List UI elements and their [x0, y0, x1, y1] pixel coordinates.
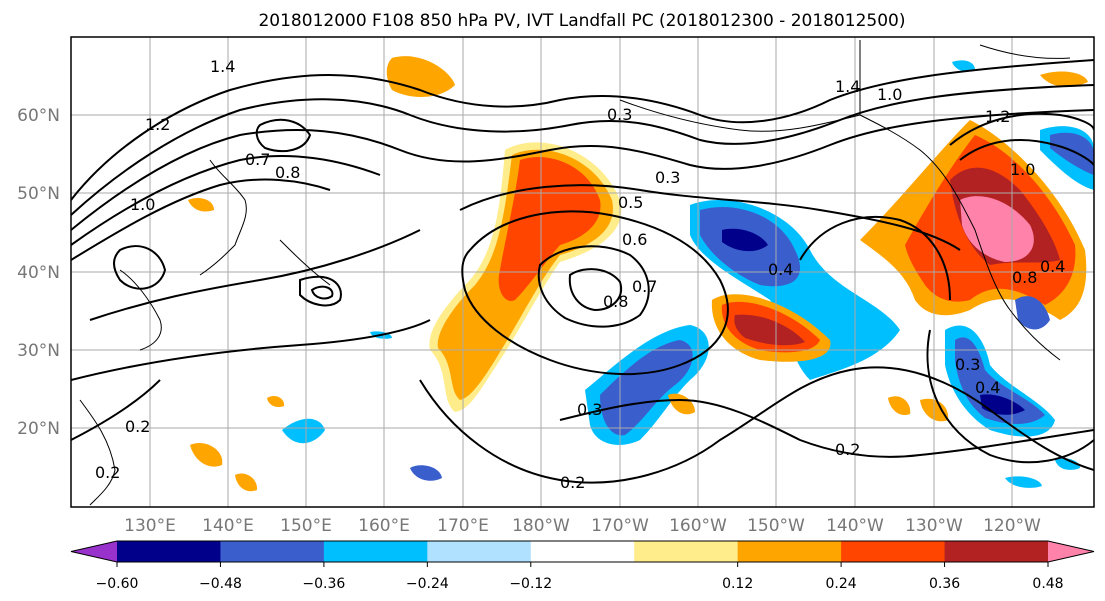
colorbar-segment [117, 541, 221, 562]
contour-label: 0.7 [632, 277, 657, 296]
lon-tick-label: 120°W [983, 516, 1041, 536]
lon-tick-label: 170°W [591, 516, 649, 536]
contour-label: 0.3 [655, 168, 680, 187]
contour-labels: 1.4 1.2 1.0 0.8 0.7 0.3 0.5 0.6 0.8 0.7 … [95, 57, 1065, 492]
lat-tick-label: 50°N [17, 184, 60, 204]
colorbar-segment [944, 541, 1049, 562]
positive-anomaly-north [386, 56, 455, 97]
lon-tick-label: 160°E [358, 516, 410, 536]
contour-label: 0.4 [975, 378, 1000, 397]
contour-label: 1.2 [985, 107, 1010, 126]
contour-label: 0.2 [125, 417, 150, 436]
positive-anomaly-patch-west3 [267, 395, 285, 408]
contour-label: 0.3 [955, 355, 980, 374]
contour-label: 0.6 [622, 230, 647, 249]
positive-anomaly-patch-nw [188, 198, 214, 212]
colorbar-tick-label: 0.24 [826, 576, 857, 592]
lon-tick-label: 180°W [512, 516, 570, 536]
positive-anomaly-patch-west [190, 442, 223, 467]
contour-label: 1.0 [1010, 160, 1035, 179]
lon-tick-label: 150°W [747, 516, 805, 536]
colorbar-extension-min [71, 541, 117, 562]
contour-label: 0.8 [275, 163, 300, 182]
lon-tick-label: 160°W [669, 516, 727, 536]
contour-label: 0.4 [1040, 257, 1065, 276]
lat-tick-label: 60°N [17, 106, 60, 126]
lon-tick-label: 170°E [437, 516, 489, 536]
colorbar-segment [841, 541, 946, 562]
colorbar-segment [530, 541, 635, 562]
negative-anomaly-patch-south [410, 465, 442, 481]
negative-anomaly-southeast-core [980, 394, 1025, 415]
negative-anomaly-coast-blue [1015, 296, 1050, 330]
contour-label: 0.7 [245, 150, 270, 169]
lat-tick-labels: 60°N 50°N 40°N 30°N 20°N [17, 106, 60, 439]
negative-anomaly-subtropical-dark [600, 340, 693, 436]
colorbar-segment [220, 541, 325, 562]
contour-label: 0.3 [577, 400, 602, 419]
colorbar-tick-label: 0.36 [929, 576, 960, 592]
contour-label: 0.2 [560, 473, 585, 492]
colorbar-segment [427, 541, 532, 562]
negative-anomaly-northeast-dark [1050, 132, 1094, 175]
lon-tick-label: 140°E [202, 516, 254, 536]
contour-label: 1.4 [210, 57, 235, 76]
contour-label: 1.0 [130, 195, 155, 214]
positive-anomaly-patch-west2 [235, 473, 258, 492]
colorbar-tick-label: −0.60 [96, 576, 139, 592]
coastlines [79, 40, 1071, 506]
lat-tick-label: 40°N [17, 263, 60, 283]
colorbar-tick-label: −0.36 [302, 576, 345, 592]
negative-anomaly-patch-west [282, 418, 325, 444]
negative-anomaly-central-core [722, 228, 768, 252]
contour-label: 1.4 [835, 77, 860, 96]
map-frame [70, 36, 1095, 508]
lon-tick-label: 150°E [280, 516, 332, 536]
colorbar [70, 540, 1095, 563]
positive-anomaly-patch-ne [1040, 71, 1088, 87]
colorbar-segment [323, 541, 428, 562]
positive-anomaly-coast-pink [960, 196, 1034, 262]
lon-tick-label: 130°W [905, 516, 963, 536]
lon-tick-label: 130°E [124, 516, 176, 536]
lon-tick-label: 140°W [826, 516, 884, 536]
negative-anomaly-patch-ne [952, 60, 975, 72]
anomaly-fill-layer [188, 56, 1094, 492]
colorbar-tick-label: −0.48 [199, 576, 242, 592]
negative-anomaly-patch-e2 [1005, 476, 1042, 488]
lat-tick-label: 30°N [17, 341, 60, 361]
contour-label: 0.2 [835, 440, 860, 459]
contour-label: 0.8 [603, 292, 628, 311]
colorbar-tick-label: −0.24 [406, 576, 449, 592]
lat-tick-label: 20°N [17, 419, 60, 439]
map-area: 1.4 1.2 1.0 0.8 0.7 0.3 0.5 0.6 0.8 0.7 … [71, 37, 1094, 507]
positive-anomaly-patch-south [668, 393, 695, 415]
pv-contours [71, 59, 1094, 484]
contour-label: 1.2 [145, 115, 170, 134]
contour-label: 0.2 [95, 463, 120, 482]
colorbar-tick-label: 0.12 [722, 576, 753, 592]
colorbar-segment [634, 541, 739, 562]
lon-tick-labels: 130°E 140°E 150°E 160°E 170°E 180°W 170°… [124, 516, 1041, 536]
colorbar-segment [737, 541, 842, 562]
gridlines [71, 37, 1094, 507]
contour-label: 0.5 [618, 193, 643, 212]
colorbar-extension-max [1048, 541, 1094, 562]
positive-anomaly-central-dark [734, 314, 805, 346]
colorbar-tick-labels: −0.60 −0.48 −0.36 −0.24 −0.12 0.12 0.24 0.36 0.4… [96, 562, 1064, 592]
negative-anomaly-patch-e [1055, 458, 1080, 470]
colorbar-tick-label: −0.12 [509, 576, 552, 592]
positive-anomaly-patch-se [888, 396, 911, 416]
colorbar-tick-label: 0.48 [1032, 576, 1063, 592]
contour-label: 0.4 [768, 260, 793, 279]
map-title: 2018012000 F108 850 hPa PV, IVT Landfall… [258, 11, 905, 31]
contour-label: 0.3 [607, 105, 632, 124]
contour-label: 0.8 [1012, 268, 1037, 287]
contour-label: 1.0 [877, 85, 902, 104]
